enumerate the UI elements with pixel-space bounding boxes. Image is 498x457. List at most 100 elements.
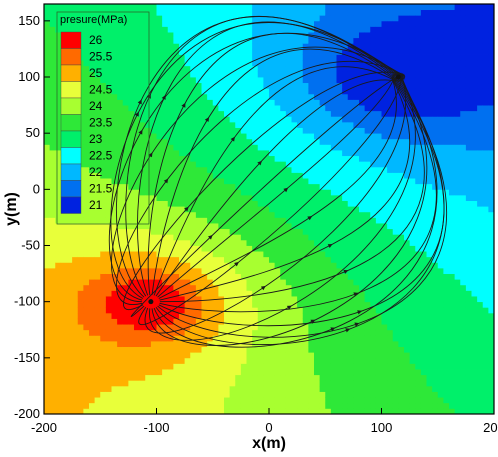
contour-cell	[139, 312, 146, 319]
contour-cell	[150, 4, 157, 11]
contour-cell	[229, 150, 236, 157]
contour-cell	[409, 93, 416, 100]
contour-cell	[336, 150, 343, 157]
contour-cell	[89, 245, 96, 252]
contour-cell	[409, 71, 416, 78]
contour-cell	[404, 133, 411, 140]
contour-cell	[139, 329, 146, 336]
contour-cell	[66, 307, 73, 314]
contour-cell	[105, 26, 112, 33]
contour-cell	[285, 228, 292, 235]
contour-cell	[105, 88, 112, 95]
contour-cell	[66, 223, 73, 230]
contour-cell	[60, 279, 67, 286]
contour-cell	[280, 93, 287, 100]
contour-cell	[145, 369, 152, 376]
contour-cell	[77, 228, 84, 235]
contour-cell	[94, 93, 101, 100]
contour-cell	[44, 408, 51, 414]
contour-cell	[398, 133, 405, 140]
contour-cell	[263, 239, 270, 246]
contour-cell	[66, 397, 73, 404]
contour-cell	[44, 189, 51, 196]
contour-cell	[89, 273, 96, 280]
contour-cell	[240, 138, 247, 145]
contour-cell	[156, 273, 163, 280]
contour-cell	[224, 369, 231, 376]
contour-cell	[359, 279, 366, 286]
contour-cell	[83, 239, 90, 246]
contour-cell	[330, 245, 337, 252]
contour-cell	[347, 340, 354, 348]
contour-cell	[122, 150, 129, 157]
contour-cell	[274, 99, 281, 106]
contour-cell	[229, 385, 236, 392]
contour-cell	[190, 48, 197, 55]
contour-cell	[55, 172, 62, 179]
contour-cell	[420, 189, 427, 196]
contour-cell	[49, 369, 56, 376]
contour-cell	[190, 239, 197, 246]
contour-cell	[212, 172, 219, 179]
contour-cell	[381, 155, 388, 162]
contour-cell	[336, 93, 343, 100]
contour-cell	[240, 211, 247, 218]
contour-cell	[72, 15, 79, 22]
contour-cell	[128, 127, 135, 134]
contour-cell	[381, 161, 388, 168]
contour-cell	[44, 273, 51, 280]
contour-cell	[285, 402, 292, 409]
contour-cell	[55, 273, 62, 280]
contour-cell	[162, 267, 169, 274]
contour-cell	[297, 54, 304, 61]
contour-cell	[246, 121, 253, 128]
contour-cell	[179, 312, 186, 319]
contour-cell	[179, 251, 186, 258]
contour-cell	[156, 110, 163, 117]
contour-cell	[404, 296, 411, 303]
contour-cell	[44, 211, 51, 218]
contour-cell	[319, 234, 326, 241]
contour-cell	[201, 15, 208, 22]
contour-cell	[302, 88, 309, 95]
contour-cell	[420, 43, 427, 50]
contour-cell	[218, 183, 225, 190]
contour-cell	[212, 20, 219, 27]
contour-cell	[156, 335, 163, 342]
contour-cell	[285, 335, 292, 342]
contour-cell	[218, 48, 225, 55]
contour-cell	[94, 296, 101, 303]
contour-cell	[285, 385, 292, 392]
contour-cell	[314, 9, 321, 16]
contour-cell	[308, 340, 315, 348]
contour-cell	[291, 48, 298, 55]
contour-cell	[308, 82, 315, 89]
contour-cell	[314, 206, 321, 213]
contour-cell	[415, 161, 422, 168]
contour-cell	[291, 301, 298, 308]
contour-cell	[392, 178, 399, 185]
contour-cell	[409, 256, 416, 263]
contour-cell	[212, 26, 219, 33]
contour-cell	[224, 256, 231, 263]
contour-cell	[83, 93, 90, 100]
contour-cell	[330, 150, 337, 157]
contour-cell	[111, 223, 118, 230]
contour-cell	[415, 223, 422, 230]
contour-cell	[398, 155, 405, 162]
contour-cell	[49, 312, 56, 319]
contour-cell	[342, 65, 349, 72]
contour-cell	[381, 172, 388, 179]
contour-cell	[179, 340, 186, 348]
contour-cell	[319, 340, 326, 348]
contour-cell	[212, 329, 219, 336]
contour-cell	[139, 256, 146, 263]
contour-cell	[44, 166, 51, 173]
contour-cell	[207, 93, 214, 100]
contour-cell	[330, 357, 337, 364]
contour-cell	[398, 26, 405, 33]
contour-cell	[342, 391, 349, 398]
contour-cell	[291, 206, 298, 213]
contour-cell	[280, 273, 287, 280]
contour-cell	[150, 234, 157, 241]
